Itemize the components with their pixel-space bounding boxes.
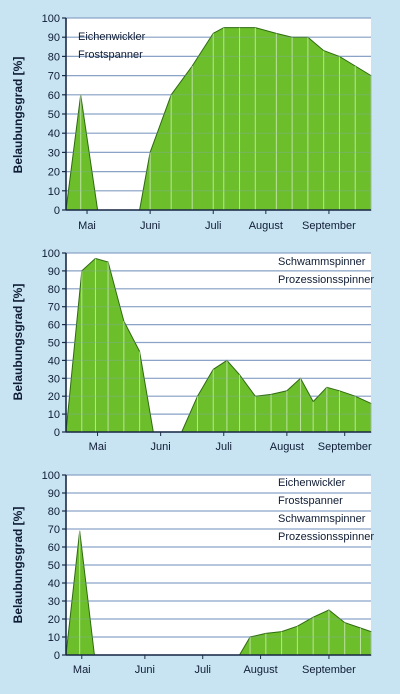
y-tick-label: 20 bbox=[48, 391, 60, 403]
y-tick-label: 20 bbox=[48, 167, 60, 179]
y-tick-label: 10 bbox=[48, 186, 60, 198]
x-tick-label: Mai bbox=[78, 220, 96, 232]
x-tick-label: Juni bbox=[140, 220, 160, 232]
x-tick-label: September bbox=[302, 220, 356, 232]
y-tick-label: 30 bbox=[48, 596, 60, 608]
x-tick-label: Juni bbox=[135, 664, 155, 676]
legend-entry: Frostspanner bbox=[78, 49, 143, 61]
y-tick-label: 40 bbox=[48, 355, 60, 367]
chart-panel-2: 0 10 20 30 40 50 60 70 80 90 100 Belaubungsgrad [%]… bbox=[11, 248, 374, 453]
y-axis-label: Belaubungsgrad [%] bbox=[11, 284, 25, 401]
y-tick-label: 10 bbox=[48, 409, 60, 421]
y-tick-label: 60 bbox=[48, 90, 60, 102]
legend-entry: Frostspanner bbox=[278, 495, 343, 507]
y-tick-label: 40 bbox=[48, 128, 60, 140]
x-tick-label: Juli bbox=[194, 664, 211, 676]
y-tick-label: 100 bbox=[42, 470, 60, 482]
y-tick-label: 0 bbox=[54, 427, 60, 439]
x-tick-label: Mai bbox=[89, 441, 107, 453]
legend-entry: Prozessionsspinner bbox=[278, 274, 374, 286]
y-tick-label: 0 bbox=[54, 205, 60, 217]
y-tick-label: 10 bbox=[48, 632, 60, 644]
y-tick-label: 40 bbox=[48, 578, 60, 590]
x-tick-label: Juli bbox=[205, 220, 222, 232]
y-tick-label: 90 bbox=[48, 32, 60, 44]
y-tick-label: 50 bbox=[48, 109, 60, 121]
area-segment-1 bbox=[65, 257, 154, 433]
y-tick-label: 30 bbox=[48, 373, 60, 385]
legend-entry: Eichenwickler bbox=[278, 477, 346, 489]
x-tick-label: Mai bbox=[73, 664, 91, 676]
x-tick-label: August bbox=[243, 664, 277, 676]
y-tick-label: 0 bbox=[54, 650, 60, 662]
y-tick-label: 50 bbox=[48, 338, 60, 350]
y-tick-label: 90 bbox=[48, 266, 60, 278]
legend-entry: Eichenwickler bbox=[78, 31, 146, 43]
y-tick-label: 30 bbox=[48, 147, 60, 159]
y-axis-label: Belaubungsgrad [%] bbox=[11, 507, 25, 624]
y-tick-label: 60 bbox=[48, 542, 60, 554]
legend-entry: Schwammspinner bbox=[278, 256, 366, 268]
legend-entry: Prozessionsspinner bbox=[278, 531, 374, 543]
y-tick-label: 80 bbox=[48, 506, 60, 518]
y-tick-label: 80 bbox=[48, 284, 60, 296]
y-tick-label: 100 bbox=[42, 13, 60, 25]
legend-entry: Schwammspinner bbox=[278, 513, 366, 525]
y-tick-label: 100 bbox=[42, 248, 60, 260]
y-tick-label: 60 bbox=[48, 320, 60, 332]
y-tick-label: 90 bbox=[48, 488, 60, 500]
y-tick-label: 70 bbox=[48, 524, 60, 536]
x-tick-label: August bbox=[270, 441, 304, 453]
y-tick-label: 70 bbox=[48, 302, 60, 314]
x-tick-label: September bbox=[318, 441, 372, 453]
y-tick-label: 80 bbox=[48, 51, 60, 63]
x-tick-label: August bbox=[249, 220, 283, 232]
y-axis-label: Belaubungsgrad [%] bbox=[11, 57, 25, 174]
x-tick-label: Juni bbox=[151, 441, 171, 453]
x-tick-label: September bbox=[302, 664, 356, 676]
chart-panel-3: 0 10 20 30 40 50 60 70 80 90 100 Belaubungsgrad [%]… bbox=[11, 470, 374, 676]
y-tick-label: 70 bbox=[48, 71, 60, 83]
y-tick-label: 20 bbox=[48, 614, 60, 626]
x-tick-label: Juli bbox=[216, 441, 233, 453]
area-segment-2 bbox=[180, 359, 372, 433]
y-tick-label: 50 bbox=[48, 560, 60, 572]
chart-panel-1: 0 10 20 30 40 50 60 70 80 90 100 Belaubungsgrad [%]… bbox=[11, 13, 372, 232]
